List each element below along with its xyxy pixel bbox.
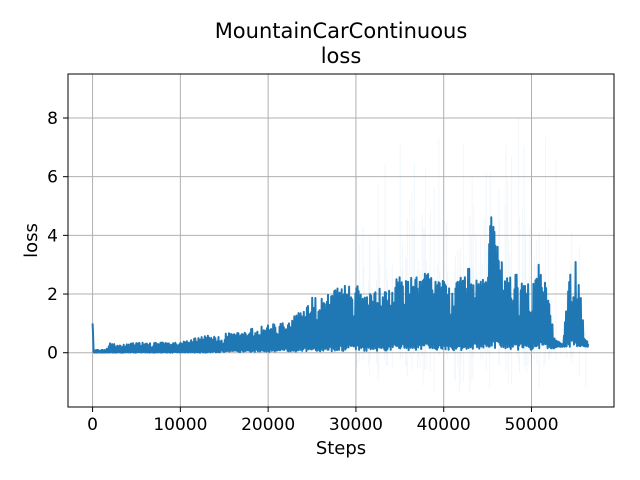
x-tick-label-0: 0	[87, 415, 98, 435]
variance-band	[356, 117, 587, 394]
x-tick-label-1: 10000	[153, 415, 207, 435]
plot-frame	[67, 73, 615, 408]
y-axis-label: loss	[21, 223, 42, 258]
y-tick-label-1: 2	[47, 285, 58, 305]
x-axis-label: Steps	[316, 438, 366, 459]
grid-lines	[68, 74, 614, 407]
y-tick-label-4: 8	[47, 109, 58, 129]
x-tick-label-2: 20000	[241, 415, 295, 435]
y-axis-ticks: 0 2 4 6 8	[47, 109, 68, 364]
y-tick-label-3: 6	[47, 168, 58, 188]
x-tick-label-4: 40000	[417, 415, 471, 435]
chart-title-line-1: MountainCarContinuous	[215, 19, 468, 43]
y-tick-label-2: 4	[47, 226, 58, 246]
y-tick-label-0: 0	[47, 344, 58, 364]
loss-series	[91, 216, 590, 354]
x-axis-ticks: 0 10000 20000 30000 40000 50000	[87, 407, 559, 435]
x-tick-label-3: 30000	[329, 415, 383, 435]
axes-box	[67, 73, 615, 408]
x-tick-label-5: 50000	[504, 415, 558, 435]
chart-title-line-2: loss	[321, 44, 362, 68]
variance-band-spikes	[356, 117, 587, 394]
loss-line	[91, 216, 590, 354]
